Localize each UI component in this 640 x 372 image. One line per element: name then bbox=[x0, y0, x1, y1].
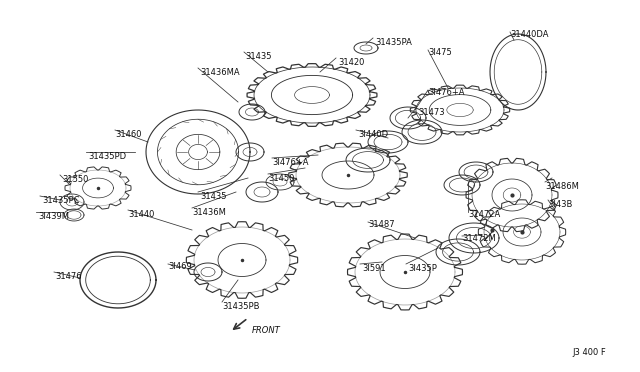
Text: 3I591: 3I591 bbox=[362, 264, 386, 273]
Text: 31436M: 31436M bbox=[192, 208, 226, 217]
Text: 31435PD: 31435PD bbox=[88, 152, 126, 161]
Text: 3I435P: 3I435P bbox=[408, 264, 437, 273]
Text: 31435: 31435 bbox=[200, 192, 227, 201]
Text: 31440: 31440 bbox=[128, 210, 154, 219]
Text: 31435PC: 31435PC bbox=[42, 196, 79, 205]
Text: 3I439M: 3I439M bbox=[38, 212, 69, 221]
Text: 3I43B: 3I43B bbox=[548, 200, 572, 209]
Text: FRONT: FRONT bbox=[252, 326, 281, 335]
Text: 31450: 31450 bbox=[268, 174, 294, 183]
Text: 31436MA: 31436MA bbox=[200, 68, 239, 77]
Text: 31435PA: 31435PA bbox=[375, 38, 412, 47]
Text: 3I469: 3I469 bbox=[168, 262, 192, 271]
Text: 31487: 31487 bbox=[368, 220, 395, 229]
Text: 31473: 31473 bbox=[418, 108, 445, 117]
Text: J3 400 F: J3 400 F bbox=[572, 348, 605, 357]
Text: 3I476+A: 3I476+A bbox=[428, 88, 465, 97]
Text: 31472M: 31472M bbox=[462, 234, 496, 243]
Text: 31440DA: 31440DA bbox=[510, 30, 548, 39]
Text: 3I475: 3I475 bbox=[428, 48, 452, 57]
Text: 31472A: 31472A bbox=[468, 210, 500, 219]
Text: 31435: 31435 bbox=[245, 52, 271, 61]
Text: 3I476+A: 3I476+A bbox=[272, 158, 308, 167]
Text: 31476: 31476 bbox=[55, 272, 82, 281]
Text: 31486M: 31486M bbox=[545, 182, 579, 191]
Text: 31435PB: 31435PB bbox=[222, 302, 259, 311]
Text: 3I440D: 3I440D bbox=[358, 130, 388, 139]
Text: 31550: 31550 bbox=[62, 175, 88, 184]
Text: 31420: 31420 bbox=[338, 58, 364, 67]
Text: 31460: 31460 bbox=[115, 130, 141, 139]
